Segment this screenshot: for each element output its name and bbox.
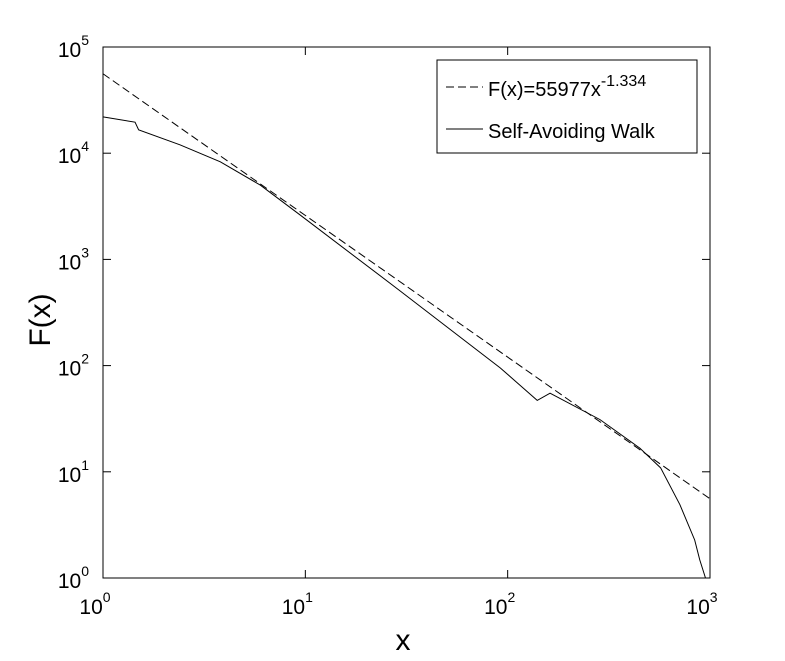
x-tick-label: 103 [686,589,717,619]
y-tick-label: 100 [58,563,89,593]
y-tick-label-exponent: 3 [81,244,89,260]
y-tick-label: 103 [58,244,89,274]
x-tick-label-exponent: 2 [507,589,515,605]
x-tick-label-base: 10 [79,596,102,619]
plot-frame [102,46,711,579]
legend-label-exponent: -1.334 [601,73,646,90]
y-tick-label-exponent: 2 [81,351,89,367]
x-tick-label-base: 10 [282,596,305,619]
legend-label: F(x)=55977x-1.334 [488,73,646,101]
y-tick-label: 105 [58,32,89,62]
x-tick-label-exponent: 1 [305,589,313,605]
y-axis-label: F(x) [24,293,57,346]
y-tick-label: 104 [58,138,89,168]
series-line [102,116,706,579]
y-tick-label-exponent: 5 [81,32,89,48]
legend-label: Self-Avoiding Walk [488,121,656,143]
x-tick-label: 102 [484,589,515,619]
y-tick-label-base: 10 [58,145,81,168]
legend-box [436,59,698,154]
y-tick-label-exponent: 1 [81,457,89,473]
x-tick-label-exponent: 3 [710,589,718,605]
y-tick-label-base: 10 [58,464,81,487]
y-tick-label-base: 10 [58,358,81,381]
x-tick-label: 100 [79,589,110,619]
x-tick-label-base: 10 [686,596,709,619]
legend-label-text: Self-Avoiding Walk [488,121,656,143]
y-tick-label-exponent: 0 [81,563,89,579]
y-tick-label-base: 10 [58,251,81,274]
x-tick-label-base: 10 [484,596,507,619]
y-tick-label-exponent: 4 [81,138,89,154]
y-tick-label-base: 10 [58,570,81,593]
x-tick-label-exponent: 0 [103,589,111,605]
x-tick-label: 101 [282,589,313,619]
series-line [102,73,711,500]
y-tick-label: 102 [58,351,89,381]
y-tick-label: 101 [58,457,89,487]
legend-label-text: F(x)=55977x [488,79,601,101]
x-axis-label: x [396,624,411,657]
y-tick-label-base: 10 [58,39,81,62]
